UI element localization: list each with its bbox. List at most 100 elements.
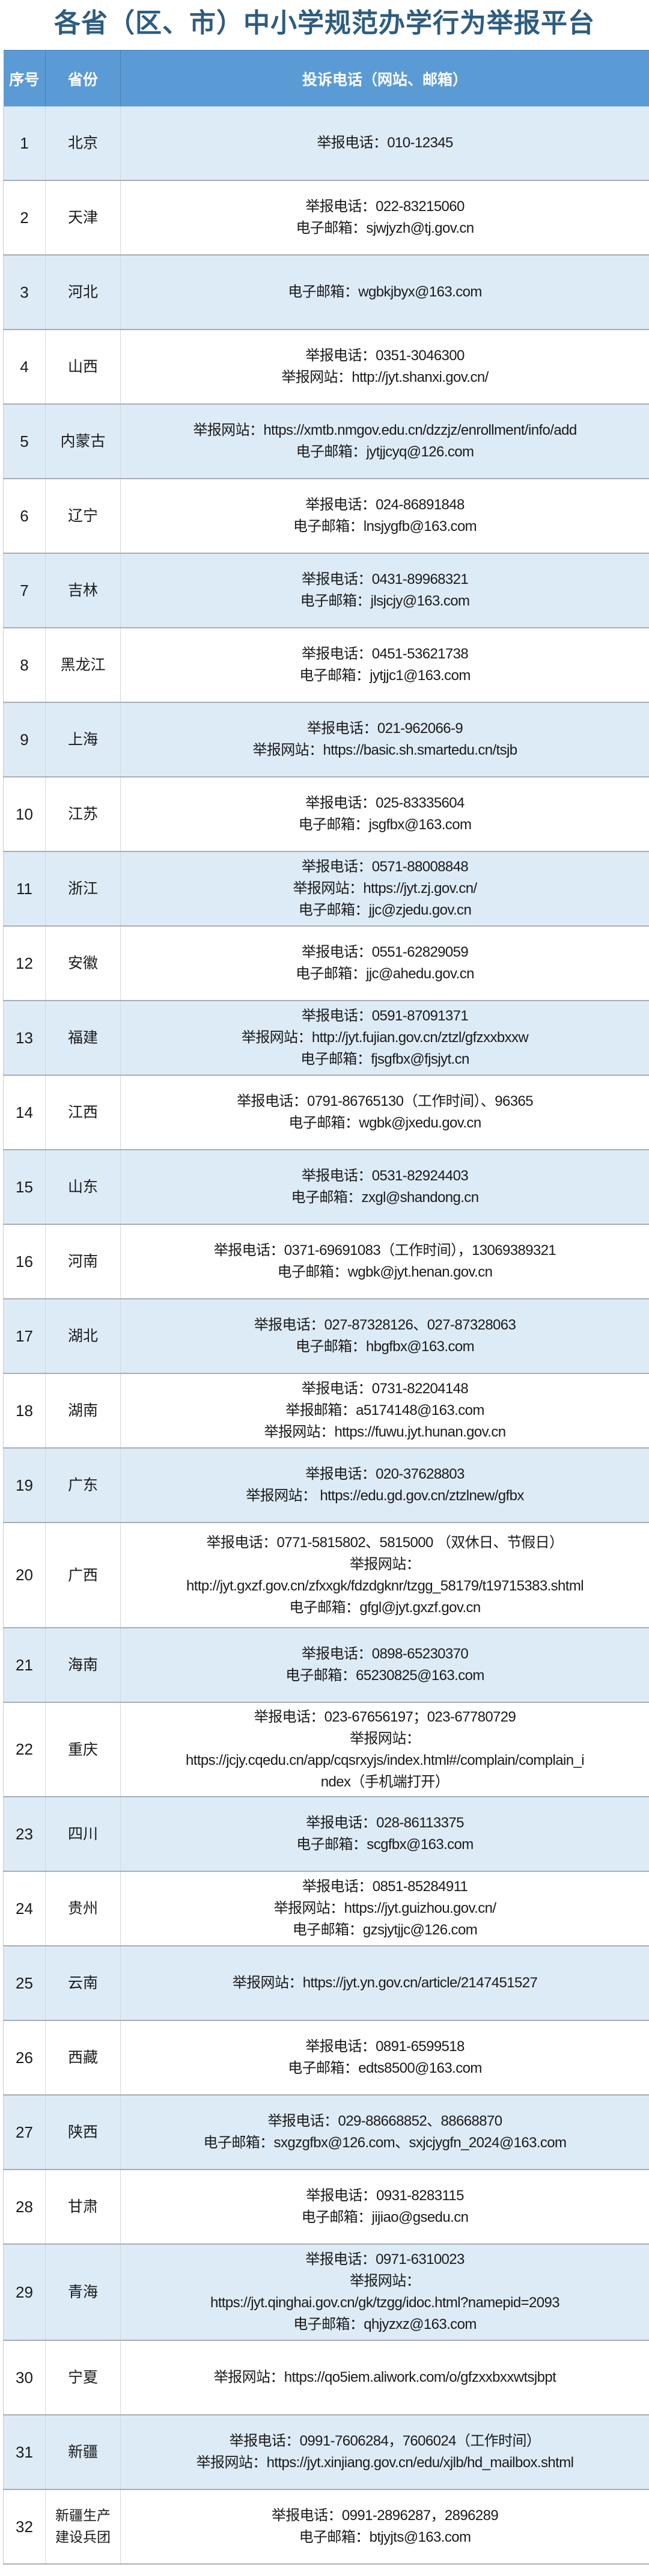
province-cell-text: 天津 (67, 209, 98, 226)
contact-cell: 举报电话：0351-3046300 举报网站：http://jyt.shanxi.… (120, 330, 649, 405)
row-number-text: 4 (20, 357, 29, 376)
contact-link[interactable]: 举报网站：https://xmtb.nmgov.edu.cn/dzzjz/enr… (193, 422, 577, 438)
row-number-text: 19 (16, 1476, 33, 1494)
contact-link[interactable]: 举报网站：https://jyt.yn.gov.cn/article/21474… (232, 1975, 538, 1991)
row-number: 24 (3, 1871, 46, 1946)
contact-link[interactable]: 电子邮箱：sjwjyzh@tj.gov.cn (296, 220, 474, 236)
contact-link[interactable]: 电子邮箱：jsgfbx@163.com (298, 817, 472, 833)
contact-link[interactable]: 电子邮箱：scgfbx@163.com (296, 1836, 474, 1853)
contact-link[interactable]: 电子邮箱：wgbkjbyx@163.com (288, 284, 482, 300)
contact-line: 举报电话：0971-6310023 (305, 2251, 465, 2268)
table-row: 30 宁夏 举报网站：https://qo5iem.aliwork.com/o/gf… (3, 2340, 649, 2415)
contact-link[interactable]: 举报网站：http://jyt.shanxi.gov.cn/ (281, 369, 489, 385)
row-number-text: 26 (16, 2048, 33, 2067)
row-number: 9 (3, 702, 46, 777)
contact-link[interactable]: 举报网站：https://jyt.guizhou.gov.cn/ (273, 1900, 496, 1916)
contact-link[interactable]: https://jyt.qinghai.gov.cn/gk/tzgg/idoc.… (210, 2295, 560, 2311)
row-number: 16 (3, 1224, 46, 1299)
table-row: 25 云南 举报网站：https://jyt.yn.gov.cn/article/2… (3, 1946, 649, 2021)
table-row: 17 湖北 举报电话：027-87328126、027-87328063 电子邮箱：h… (3, 1299, 649, 1374)
contact-link[interactable]: 电子邮箱：qhjyzxz@163.com (293, 2316, 477, 2332)
province-cell: 西藏 (45, 2020, 121, 2096)
row-number-text: 23 (16, 1824, 33, 1843)
contact-line: 举报电话：0571-88008848 (301, 859, 469, 875)
row-number: 23 (3, 1797, 46, 1872)
province-cell: 辽宁 (45, 479, 121, 554)
contact-cell: 举报电话：0931-8283115 电子邮箱：jijiao@gsedu.cn (120, 2170, 649, 2245)
contact-link[interactable]: 电子邮箱：jjc@ahedu.gov.cn (296, 966, 474, 982)
contact-link[interactable]: 电子邮箱：sxgzgfbx@126.com、sxjcjygfn_2024@163… (203, 2135, 567, 2151)
contact-cell: 举报网站：https://xmtb.nmgov.edu.cn/dzzjz/enr… (120, 404, 649, 479)
contact-link[interactable]: 举报网站：https://fuwu.jyt.hunan.gov.cn (264, 1424, 506, 1440)
table-row: 21 海南 举报电话：0898-65230370 电子邮箱：65230825@163.… (3, 1628, 649, 1703)
contact-link[interactable]: 电子邮箱：jjc@zjedu.gov.cn (298, 902, 472, 918)
contact-link[interactable]: 电子邮箱：jlsjcjy@163.com (300, 593, 470, 609)
table-row: 12 安徽 举报电话：0551-62829059 电子邮箱：jjc@ahedu.gov… (3, 926, 649, 1001)
contact-line: 举报网站： (350, 1556, 421, 1572)
table-row: 2 天津 举报电话：022-83215060 电子邮箱：sjwjyzh@tj.gov.… (3, 180, 649, 256)
contact-link[interactable]: 举报网站：https://qo5iem.aliwork.com/o/gfzxxb… (213, 2369, 556, 2385)
contact-link[interactable]: 举报网站： https://edu.gd.gov.cn/ztzlnew/gfbx (246, 1488, 524, 1504)
table-body: 1 北京 举报电话：010-12345 2 天津 举报电话：022-83215060 电子邮… (3, 106, 649, 2565)
contact-line: 举报电话：021-962066-9 (306, 720, 463, 737)
province-cell-text: 安徽 (67, 954, 98, 972)
contact-line: 举报电话：0891-6599518 (305, 2038, 465, 2055)
contact-link[interactable]: https://jcjy.cqedu.cn/app/cqsrxyjs/index… (186, 1752, 585, 1768)
contact-line: 举报电话：0431-89968321 (301, 571, 469, 587)
contact-link[interactable]: 电子邮箱：gfgl@jyt.gxzf.gov.cn (289, 1599, 481, 1616)
contact-link[interactable]: 电子邮箱：lnsjygfb@163.com (293, 518, 477, 535)
contact-link[interactable]: 电子邮箱：gzsjytjjc@126.com (292, 1922, 478, 1938)
contact-link[interactable]: 电子邮箱：jytjjcyq@126.com (296, 444, 474, 460)
contact-cell: 举报电话：0371-69691083（工作时间），13069389321 电子邮箱… (120, 1224, 649, 1299)
contact-link[interactable]: 电子邮箱：jijiao@gsedu.cn (301, 2209, 469, 2225)
contact-line: 举报电话：020-37628803 (305, 1466, 465, 1482)
contact-line: 举报电话：0991-7606284，7606024（工作时间） (229, 2433, 541, 2449)
row-number-text: 14 (16, 1103, 33, 1121)
province-cell: 山东 (45, 1150, 121, 1225)
province-cell: 上海 (45, 702, 121, 777)
province-cell: 山西 (45, 330, 121, 405)
table-row: 23 四川 举报电话：028-86113375 电子邮箱：scgfbx@163.com (3, 1797, 649, 1872)
row-number: 13 (3, 1001, 46, 1076)
table-row: 4 山西 举报电话：0351-3046300 举报网站：http://jyt.shan… (3, 330, 649, 405)
contact-link[interactable]: 电子邮箱：btjyjts@163.com (299, 2529, 471, 2545)
province-cell: 江苏 (45, 777, 121, 852)
contact-link[interactable]: 电子邮箱：zxgl@shandong.cn (291, 1189, 480, 1206)
province-cell-text: 云南 (67, 1974, 98, 1992)
contact-link[interactable]: 电子邮箱：wgbk@jyt.henan.gov.cn (277, 1264, 493, 1280)
province-cell: 宁夏 (45, 2340, 121, 2415)
contact-link[interactable]: 电子邮箱：jytjjc1@163.com (299, 667, 471, 684)
contact-link[interactable]: 电子邮箱：edts8500@163.com (288, 2060, 482, 2076)
row-number-text: 9 (20, 730, 29, 749)
contact-line: 举报电话：0851-85284911 (302, 1878, 468, 1895)
contact-line: 举报电话：010-12345 (317, 135, 453, 151)
contact-link[interactable]: 电子邮箱：hbgfbx@163.com (295, 1339, 475, 1355)
province-cell-text: 贵州 (67, 1900, 98, 1917)
row-number-text: 10 (16, 805, 33, 823)
province-cell: 海南 (45, 1628, 121, 1703)
row-number-text: 25 (16, 1973, 33, 1992)
province-cell-text: 浙江 (67, 880, 98, 897)
contact-line: 举报电话：024-86891848 (305, 497, 465, 513)
row-number: 17 (3, 1299, 46, 1374)
row-number: 10 (3, 777, 46, 852)
contact-link[interactable]: 电子邮箱：65230825@163.com (285, 1667, 484, 1684)
row-number-text: 17 (16, 1326, 33, 1345)
contact-link[interactable]: http://jyt.gxzf.gov.cn/zfxxgk/fdzdgknr/t… (186, 1577, 584, 1594)
contact-cell: 举报网站：https://jyt.yn.gov.cn/article/21474… (120, 1946, 649, 2021)
province-cell: 浙江 (45, 851, 121, 927)
row-number: 32 (3, 2489, 46, 2565)
table-row: 29 青海 举报电话：0971-6310023 举报网站： https://jyt.qi… (3, 2244, 649, 2341)
contact-link[interactable]: 电子邮箱：fjsgfbx@fjsjyt.cn (300, 1051, 469, 1067)
contact-link[interactable]: 举报网站：https://jyt.zj.gov.cn/ (293, 880, 477, 897)
contact-link[interactable]: 举报网站：https://jyt.xinjiang.gov.cn/edu/xjl… (196, 2455, 574, 2471)
contact-link[interactable]: 举报邮箱：a5174148@163.com (285, 1402, 484, 1418)
contact-link[interactable]: 举报网站：https://basic.sh.smartedu.cn/tsjb (252, 742, 517, 758)
report-platform-table: 序号 省份 投诉电话（网站、邮箱） 1 北京 举报电话：010-12345 2 天津 举报… (3, 50, 649, 2565)
contact-line: 举报电话：0771-5815802、5815000 （双休日、节假日） (206, 1534, 564, 1551)
province-cell-text: 山东 (67, 1178, 98, 1195)
contact-link[interactable]: 举报网站：http://jyt.fujian.gov.cn/ztzl/gfzxx… (241, 1029, 529, 1046)
contact-link[interactable]: 电子邮箱：wgbk@jxedu.gov.cn (288, 1115, 481, 1131)
contact-line: ndex（手机端打开） (320, 1773, 449, 1790)
row-number: 8 (3, 628, 46, 703)
